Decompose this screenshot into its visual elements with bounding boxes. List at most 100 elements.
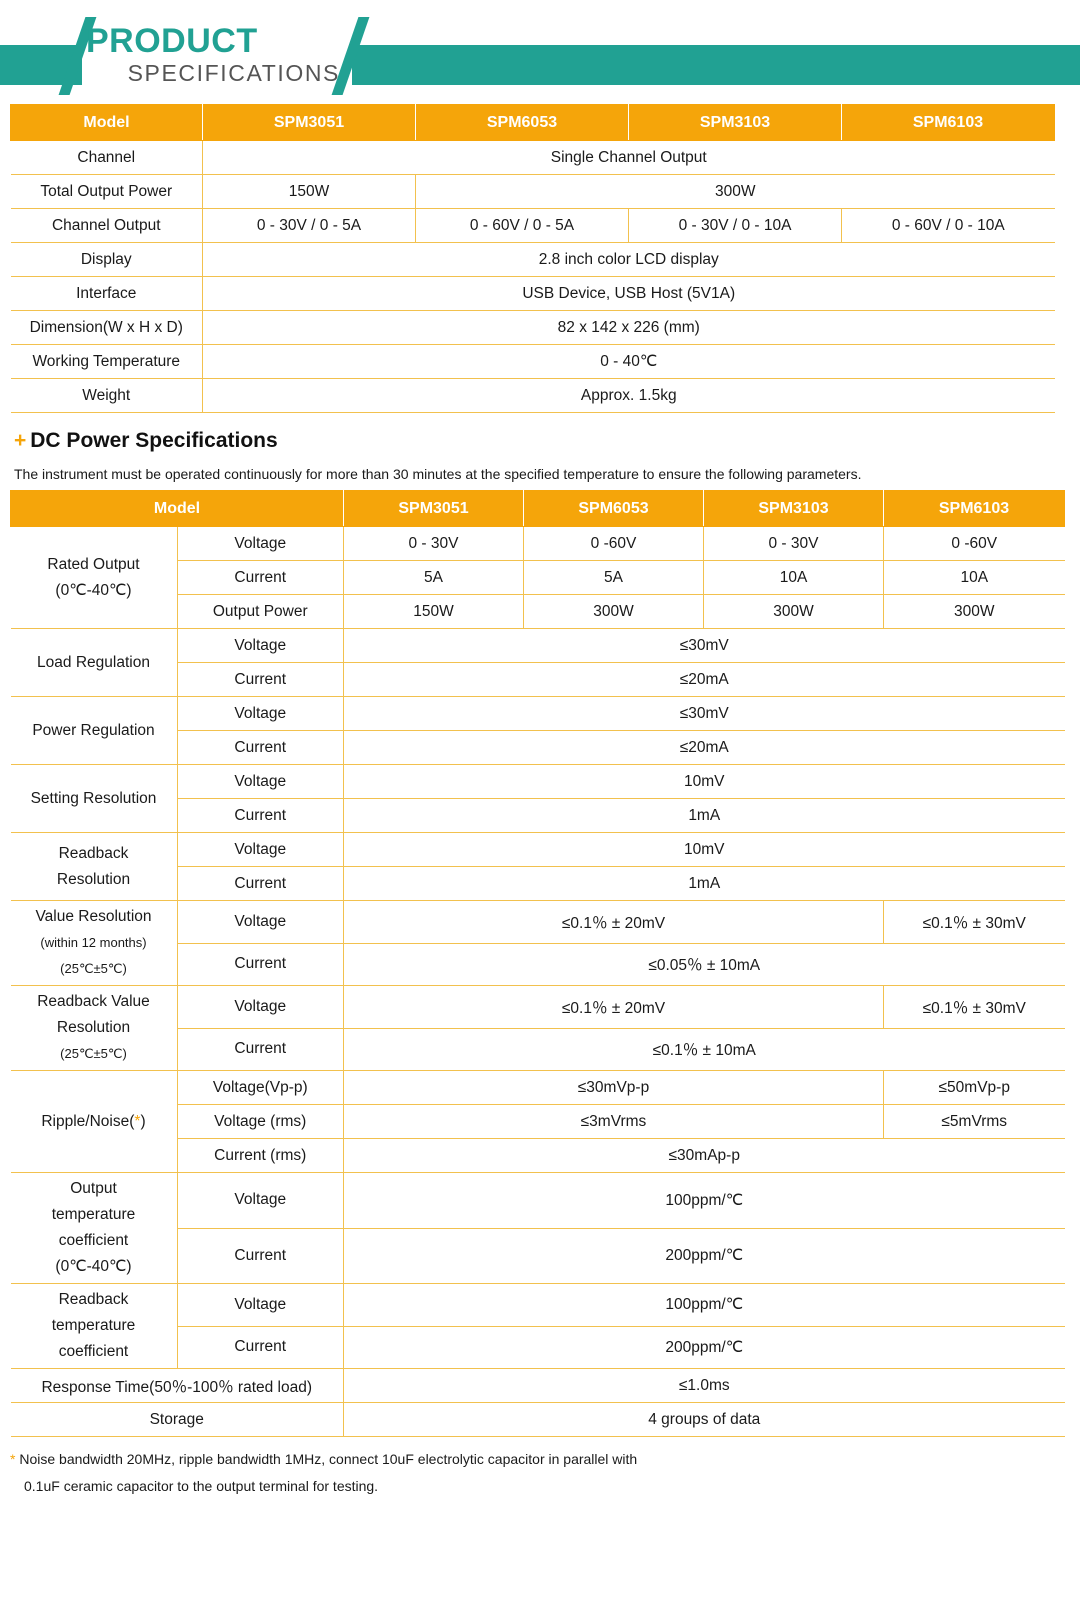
table2-header-spm6103: SPM6103 xyxy=(883,490,1065,527)
table2-sub-label: Voltage xyxy=(176,900,344,944)
table2-sub-label: Voltage (rms) xyxy=(176,1104,344,1139)
banner-bar-right xyxy=(352,45,1080,85)
table1-row-value: 0 - 30V / 0 - 5A xyxy=(202,208,416,243)
table2-group-label-line: temperature xyxy=(51,1317,136,1334)
table2-row-value: 100ppm/℃ xyxy=(343,1283,1065,1327)
table2-group-label: Value Resolution (within 12 months) (25℃±5… xyxy=(10,900,178,986)
table2-group-label-line: temperature xyxy=(51,1206,136,1223)
table1-header-spm6053: SPM6053 xyxy=(415,104,629,141)
table2-row-value: 10mV xyxy=(343,832,1065,867)
table2-wide-row-value: 4 groups of data xyxy=(343,1402,1065,1437)
table-row: Setting Resolution Voltage 10mV xyxy=(10,764,1065,833)
table2-header-spm3051: SPM3051 xyxy=(343,490,524,527)
table2-row-value: ≤0.1％ ± 20mV xyxy=(343,900,884,944)
table2-wide-row-label: Storage xyxy=(10,1402,344,1437)
footnote-asterisk-icon: * xyxy=(10,1451,16,1467)
table2-sub-label: Voltage xyxy=(176,1172,344,1229)
table-row: Storage 4 groups of data xyxy=(10,1402,1065,1437)
table2-row-value: ≤30mAp-p xyxy=(343,1138,1065,1173)
table1-row-value: 0 - 60V / 0 - 10A xyxy=(841,208,1055,243)
page-subtitle: SPECIFICATIONS xyxy=(127,60,340,86)
table2-wide-row-value: ≤1.0ms xyxy=(343,1368,1065,1403)
table2-sub-label: Current xyxy=(176,1227,344,1284)
table2-group-label-line: (0℃-40℃) xyxy=(55,1258,132,1275)
table1-row-value: 0 - 40℃ xyxy=(202,344,1055,379)
section-description: The instrument must be operated continuo… xyxy=(14,466,862,482)
table1-row-label: Dimension(W x H x D) xyxy=(10,310,203,345)
asterisk-icon: * xyxy=(134,1112,141,1130)
table2-group-label-line: Power Regulation xyxy=(32,721,155,739)
table2-row-value: ≤3mVrms xyxy=(343,1104,884,1139)
table2-sub-label: Output Power xyxy=(176,594,344,629)
table2-sub-label: Voltage xyxy=(176,526,344,561)
table2-header-spm6053: SPM6053 xyxy=(523,490,704,527)
table2-group-label-line: Readback xyxy=(58,844,129,862)
table1-row-label: Weight xyxy=(10,378,203,413)
table-header-row: Model SPM3051 SPM6053 SPM3103 SPM6103 xyxy=(10,490,1065,527)
table2-group-label-line: Readback xyxy=(58,1291,129,1308)
table1-row-value: Approx. 1.5kg xyxy=(202,378,1055,413)
table-row: Weight Approx. 1.5kg xyxy=(10,378,1055,413)
table2-row-value: 10A xyxy=(883,560,1065,595)
general-specifications-table: Model SPM3051 SPM6053 SPM3103 SPM6103 Ch… xyxy=(10,104,1055,413)
table2-group-label-line: Resolution xyxy=(56,870,131,888)
table-row: Value Resolution (within 12 months) (25℃±5… xyxy=(10,900,1065,986)
table-row: Display 2.8 inch color LCD display xyxy=(10,242,1055,277)
page-title: PRODUCT xyxy=(86,22,258,60)
table1-row-label: Channel xyxy=(10,140,203,175)
table-row: Current ≤0.1％ ± 10mA xyxy=(11,1027,1065,1071)
table2-sub-label: Current xyxy=(176,662,344,697)
table-row: Dimension(W x H x D) 82 x 142 x 226 (mm) xyxy=(10,310,1055,345)
table2-group-label-line: (within 12 months) xyxy=(40,935,147,950)
table2-sub-label: Voltage xyxy=(176,985,344,1029)
table2-row-value: 5A xyxy=(523,560,704,595)
table2-row-value: 300W xyxy=(523,594,704,629)
page-header-banner: PRODUCT SPECIFICATIONS xyxy=(0,0,1080,104)
table2-sub-label: Current xyxy=(176,560,344,595)
table2-row-value: 0 - 30V xyxy=(703,526,884,561)
table2-row-value: ≤20mA xyxy=(343,662,1065,697)
table-row: Current ≤20mA xyxy=(11,662,1065,697)
table2-row-value: 200ppm/℃ xyxy=(343,1325,1065,1369)
table2-sub-label: Current xyxy=(176,730,344,765)
table2-group-label: Readback Value Resolution (25℃±5℃) xyxy=(10,985,178,1071)
table1-row-label: Channel Output xyxy=(10,208,203,243)
table2-sub-label: Voltage xyxy=(176,832,344,867)
table1-header-spm3103: SPM3103 xyxy=(628,104,842,141)
table1-row-label: Working Temperature xyxy=(10,344,203,379)
table2-row-value: ≤0.1％ ± 30mV xyxy=(883,985,1065,1029)
table1-row-value: 2.8 inch color LCD display xyxy=(202,242,1055,277)
table2-sub-label: Current xyxy=(176,866,344,901)
table2-group-label-line: Setting Resolution xyxy=(30,789,157,807)
table2-group-label: Readback Resolution xyxy=(10,832,178,901)
table2-row-value: 0 - 30V xyxy=(343,526,524,561)
plus-icon: + xyxy=(14,429,27,452)
table2-sub-label: Voltage xyxy=(176,1283,344,1327)
dc-power-specifications-table: Model SPM3051 SPM6053 SPM3103 SPM6103 Ra… xyxy=(10,490,1065,1437)
table2-row-value: 0 -60V xyxy=(883,526,1065,561)
table2-group-label: Readback temperature coefficient xyxy=(10,1283,178,1369)
table2-group-label-line: (25℃±5℃) xyxy=(60,1046,127,1061)
table1-header-spm3051: SPM3051 xyxy=(202,104,416,141)
table-row: Readback Resolution Voltage 10mV xyxy=(10,832,1065,901)
table2-sub-label: Voltage xyxy=(176,696,344,731)
table2-row-value: ≤0.1％ ± 20mV xyxy=(343,985,884,1029)
table-row: Output temperature coefficient (0℃-40℃) Volt… xyxy=(10,1172,1065,1284)
table2-group-label-line: (0℃-40℃) xyxy=(55,581,132,599)
table2-row-value: ≤0.05％ ± 10mA xyxy=(343,942,1065,986)
table2-row-value: 0 -60V xyxy=(523,526,704,561)
table2-sub-label: Current xyxy=(176,942,344,986)
table-row: Load Regulation Voltage ≤30mV xyxy=(10,628,1065,697)
table1-row-value: 300W xyxy=(415,174,1055,209)
table2-row-value: 1mA xyxy=(343,798,1065,833)
table2-row-value: ≤5mVrms xyxy=(883,1104,1065,1139)
table2-group-label: Ripple/Noise(*) xyxy=(10,1070,178,1173)
table2-group-label-line: coefficient xyxy=(58,1232,129,1249)
table-row: Working Temperature 0 - 40℃ xyxy=(10,344,1055,379)
table-row: Readback temperature coefficient Voltage 100… xyxy=(10,1283,1065,1369)
table-row: Current 1mA xyxy=(11,798,1065,833)
table2-group-label-line: Resolution xyxy=(56,1019,131,1036)
footnote-line-1: Noise bandwidth 20MHz, ripple bandwidth … xyxy=(19,1451,638,1467)
table2-sub-label: Voltage xyxy=(176,628,344,663)
table2-row-value: ≤0.1％ ± 10mA xyxy=(343,1027,1065,1071)
